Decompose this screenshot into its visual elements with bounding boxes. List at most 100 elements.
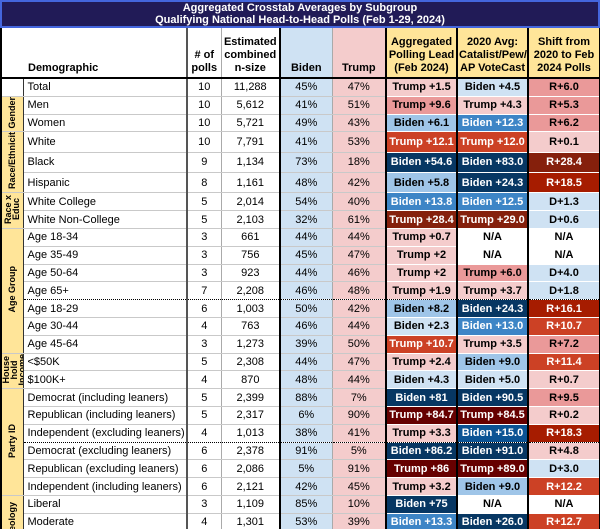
cell-polling-lead: Biden +86.2	[386, 442, 459, 461]
cell-trump-pct: 40%	[332, 192, 388, 212]
cell-trump-pct: 48%	[332, 281, 388, 301]
cell-polling-lead: Trump +2	[386, 246, 459, 265]
cell-2020-avg: Biden +83.0	[457, 152, 530, 174]
group-label-text: Race x Educ	[3, 194, 22, 224]
report-title: Aggregated Crosstab Averages by Subgroup…	[0, 0, 600, 28]
cell-polling-lead: Biden +8.2	[386, 299, 459, 318]
cell-polls: 9	[187, 152, 222, 174]
cell-polls: 10	[187, 77, 222, 97]
cell-polling-lead: Biden +81	[386, 388, 459, 407]
cell-shift: R+5.3	[528, 95, 600, 115]
cell-polls: 5	[187, 192, 222, 212]
cell-demographic: Women	[23, 114, 189, 133]
col-header-shift: Shift from 2020 to Feb 2024 Polls	[527, 28, 600, 79]
table-row: Hispanic 8 1,161 48% 42% Biden +5.8 Biden +24.…	[1, 172, 600, 194]
cell-polling-lead: Biden +2.3	[386, 317, 459, 336]
cell-trump-pct: 45%	[332, 477, 388, 496]
cell-trump-pct: 42%	[332, 172, 388, 194]
table-row: Democrat (excluding leaners) 6 2,378 91% 5% B…	[1, 442, 600, 461]
group-label-text: Age Group	[7, 266, 18, 313]
table-row: Age 30-44 4 763 46% 44% Biden +2.3 Biden +13.0…	[1, 317, 600, 336]
cell-polls: 8	[187, 172, 222, 194]
cell-nsize: 2,378	[221, 442, 282, 461]
cell-polling-lead: Trump +3.2	[386, 477, 459, 496]
cell-polls: 6	[187, 442, 222, 461]
cell-trump-pct: 61%	[332, 210, 388, 229]
cell-biden-pct: 85%	[280, 494, 333, 514]
cell-shift: R+7.2	[528, 335, 600, 354]
cell-2020-avg: Biden +24.3	[457, 299, 530, 318]
group-label: Ideology	[1, 494, 24, 529]
cell-shift: R+0.1	[528, 131, 600, 153]
cell-trump-pct: 47%	[332, 352, 388, 372]
cell-demographic: Liberal	[23, 494, 189, 514]
col-header-demographic: Demographic	[1, 28, 189, 79]
cell-biden-pct: 53%	[280, 513, 333, 529]
cell-polls: 3	[187, 228, 222, 247]
cell-shift: N/A	[528, 494, 600, 514]
cell-2020-avg: Biden +9.0	[457, 352, 530, 372]
cell-2020-avg: N/A	[457, 228, 530, 247]
table-row: Age Group Age 18-34 3 661 44% 44% Trump +0.7 N/…	[1, 228, 600, 354]
table-row: Moderate 4 1,301 53% 39% Biden +13.3 Biden +26…	[1, 513, 600, 529]
cell-polls: 10	[187, 114, 222, 133]
cell-polls: 6	[187, 477, 222, 496]
group-label: Gender	[1, 95, 24, 133]
cell-polling-lead: Biden +13.8	[386, 192, 459, 212]
cell-shift: R+10.7	[528, 317, 600, 336]
table-row: White Non-College 5 2,103 32% 61% Trump +28.4…	[1, 210, 600, 229]
table-row: Independent (excluding leaners) 4 1,013 38%…	[1, 424, 600, 443]
cell-biden-pct: 5%	[280, 459, 333, 479]
cell-demographic: White Non-College	[23, 210, 189, 229]
cell-biden-pct: 48%	[280, 370, 333, 390]
cell-nsize: 756	[221, 246, 282, 265]
cell-nsize: 1,109	[221, 494, 282, 514]
cell-2020-avg: Trump +89.0	[457, 459, 530, 479]
cell-trump-pct: 44%	[332, 317, 388, 336]
cell-demographic: Age 50-64	[23, 264, 189, 283]
cell-nsize: 2,399	[221, 388, 282, 407]
cell-trump-pct: 18%	[332, 152, 388, 174]
cell-nsize: 7,791	[221, 131, 282, 153]
cell-polls: 3	[187, 335, 222, 354]
cell-demographic: <$50K	[23, 352, 189, 372]
cell-nsize: 2,014	[221, 192, 282, 212]
table-row: Independent (including leaners) 6 2,121 42%…	[1, 477, 600, 496]
cell-polls: 4	[187, 513, 222, 529]
cell-polling-lead: Trump +1.5	[386, 77, 459, 97]
cell-nsize: 1,003	[221, 299, 282, 318]
cell-demographic: Age 45-64	[23, 335, 189, 354]
cell-polling-lead: Biden +13.3	[386, 513, 459, 529]
group-label-text: Gender	[7, 96, 18, 129]
table-row: Black 9 1,134 73% 18% Biden +54.6 Biden +83.0 R…	[1, 152, 600, 174]
group-label-text: Party ID	[7, 423, 18, 458]
cell-shift: D+1.8	[528, 281, 600, 301]
report-title-line2: Qualifying National Head-to-Head Polls (…	[155, 14, 445, 26]
cell-demographic: Republican (including leaners)	[23, 406, 189, 425]
table-row: Age 50-64 3 923 44% 46% Trump +2 Trump +6.0 D+4…	[1, 264, 600, 283]
cell-trump-pct: 7%	[332, 388, 388, 407]
cell-biden-pct: 50%	[280, 299, 333, 318]
cell-polling-lead: Trump +86	[386, 459, 459, 479]
group-label: Party ID	[1, 388, 24, 496]
cell-polls: 5	[187, 210, 222, 229]
cell-trump-pct: 39%	[332, 513, 388, 529]
cell-shift: R+0.2	[528, 406, 600, 425]
table-row: Age 45-64 3 1,273 39% 50% Trump +10.7 Trump +3…	[1, 335, 600, 354]
cell-nsize: 2,208	[221, 281, 282, 301]
group-label-text: House hold Income	[1, 353, 23, 386]
cell-shift: R+6.0	[528, 77, 600, 97]
table-row: Age 18-29 6 1,003 50% 42% Biden +8.2 Biden +24…	[1, 299, 600, 318]
cell-shift: R+9.5	[528, 388, 600, 407]
cell-trump-pct: 46%	[332, 264, 388, 283]
cell-demographic: White College	[23, 192, 189, 212]
cell-polls: 3	[187, 494, 222, 514]
cell-polling-lead: Trump +2.4	[386, 352, 459, 372]
cell-nsize: 2,086	[221, 459, 282, 479]
cell-demographic: Age 65+	[23, 281, 189, 301]
cell-shift: R+12.2	[528, 477, 600, 496]
cell-trump-pct: 10%	[332, 494, 388, 514]
cell-nsize: 11,288	[221, 77, 282, 97]
cell-biden-pct: 32%	[280, 210, 333, 229]
table-row: Age 65+ 7 2,208 46% 48% Trump +1.9 Trump +3.7 D…	[1, 281, 600, 301]
